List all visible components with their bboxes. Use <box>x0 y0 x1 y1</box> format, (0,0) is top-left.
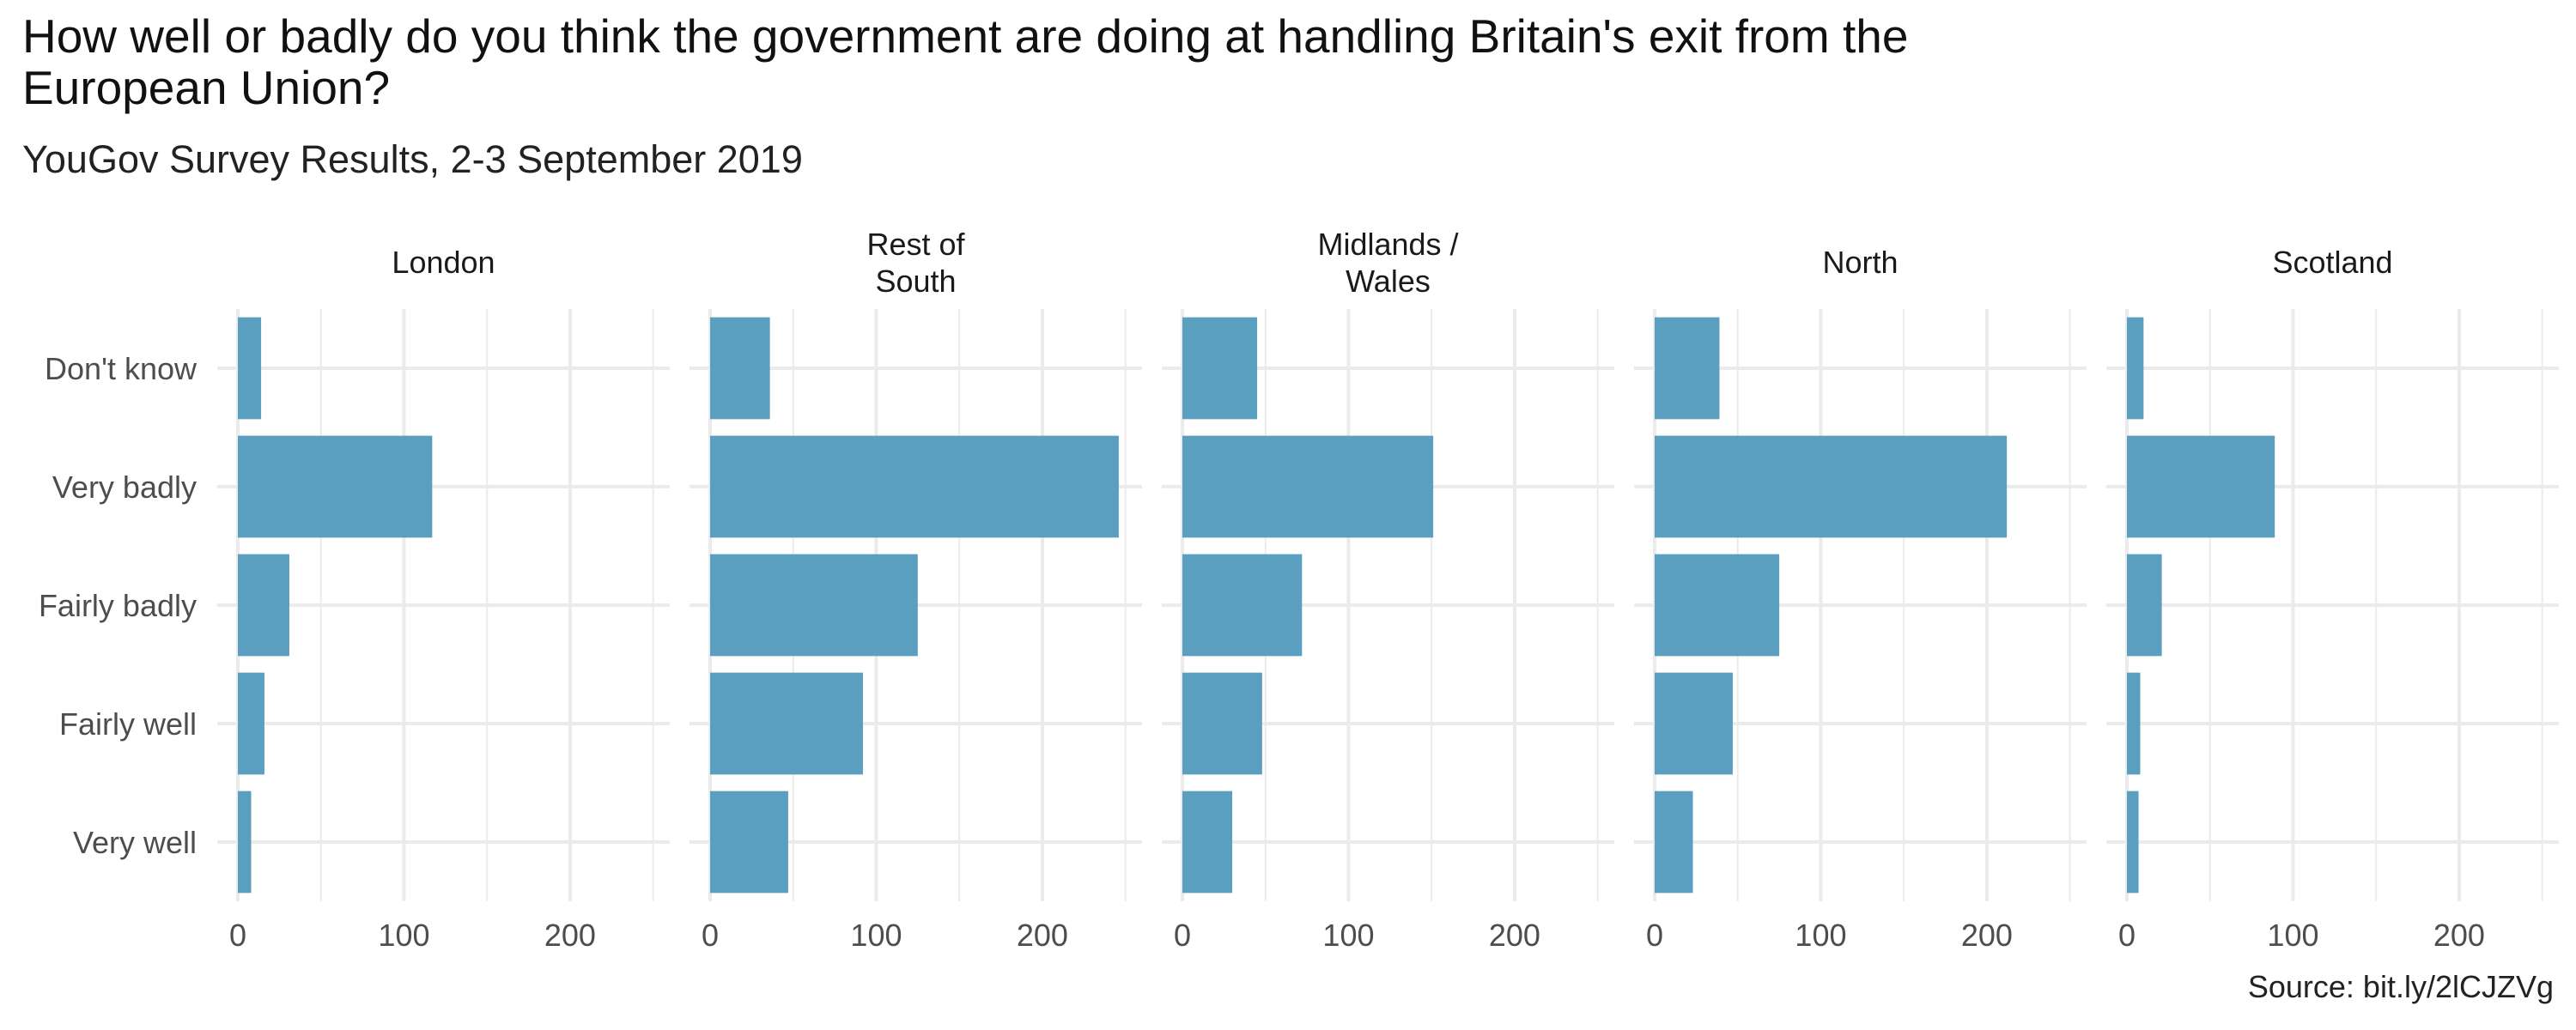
tick-label-scotland-0: 0 <box>2118 918 2136 953</box>
chart-title: How well or badly do you think the gover… <box>22 9 1909 114</box>
panel-label-midlands-wales: Midlands / <box>1317 227 1458 262</box>
category-label-don-t-know: Don't know <box>45 351 197 386</box>
panel-label-midlands-wales: Wales <box>1346 264 1431 299</box>
bar-midlands-wales-very-badly <box>1182 435 1434 538</box>
category-label-fairly-well: Fairly well <box>59 706 197 742</box>
panel-label-north: North <box>1822 245 1898 280</box>
source-caption: Source: bit.ly/2lCJZVg <box>2247 969 2554 1004</box>
bar-midlands-wales-don-t-know <box>1182 317 1258 420</box>
bar-north-fairly-well <box>1655 672 1733 775</box>
bar-midlands-wales-fairly-badly <box>1182 554 1303 657</box>
tick-label-midlands-wales-100: 100 <box>1322 918 1374 953</box>
bar-rest-of-south-fairly-badly <box>710 554 918 657</box>
tick-label-north-100: 100 <box>1795 918 1846 953</box>
bar-rest-of-south-very-well <box>710 791 788 894</box>
bar-scotland-fairly-badly <box>2127 554 2162 657</box>
bar-north-don-t-know <box>1655 317 1720 420</box>
category-label-very-well: Very well <box>73 825 197 860</box>
tick-label-rest-of-south-100: 100 <box>850 918 902 953</box>
bar-london-don-t-know <box>238 317 262 420</box>
chart-subtitle: YouGov Survey Results, 2-3 September 201… <box>22 137 803 181</box>
bar-london-very-well <box>238 791 252 894</box>
panel-label-scotland: Scotland <box>2272 245 2392 280</box>
bar-rest-of-south-very-badly <box>710 435 1119 538</box>
bar-rest-of-south-fairly-well <box>710 672 863 775</box>
category-label-very-badly: Very badly <box>52 470 197 505</box>
bar-scotland-very-badly <box>2127 435 2275 538</box>
bar-london-fairly-well <box>238 672 264 775</box>
bar-north-very-badly <box>1655 435 2008 538</box>
tick-label-rest-of-south-200: 200 <box>1017 918 1068 953</box>
bar-london-very-badly <box>238 435 433 538</box>
tick-label-north-200: 200 <box>1961 918 2013 953</box>
bar-north-fairly-badly <box>1655 554 1780 657</box>
bar-scotland-fairly-well <box>2127 672 2141 775</box>
bar-scotland-very-well <box>2127 791 2139 894</box>
bar-midlands-wales-fairly-well <box>1182 672 1262 775</box>
tick-label-london-100: 100 <box>378 918 429 953</box>
panel-label-rest-of-south: South <box>875 264 956 299</box>
tick-label-london-0: 0 <box>229 918 246 953</box>
bar-north-very-well <box>1655 791 1693 894</box>
tick-label-london-200: 200 <box>544 918 596 953</box>
bar-scotland-don-t-know <box>2127 317 2144 420</box>
panel-label-rest-of-south: Rest of <box>866 227 965 262</box>
bar-rest-of-south-don-t-know <box>710 317 770 420</box>
tick-label-midlands-wales-0: 0 <box>1174 918 1191 953</box>
tick-label-north-0: 0 <box>1646 918 1663 953</box>
bar-midlands-wales-very-well <box>1182 791 1233 894</box>
bar-london-fairly-badly <box>238 554 289 657</box>
tick-label-rest-of-south-0: 0 <box>702 918 719 953</box>
tick-label-scotland-200: 200 <box>2433 918 2485 953</box>
tick-label-midlands-wales-200: 200 <box>1489 918 1540 953</box>
category-label-fairly-badly: Fairly badly <box>39 588 197 623</box>
panel-label-london: London <box>392 245 495 280</box>
tick-label-scotland-100: 100 <box>2267 918 2318 953</box>
